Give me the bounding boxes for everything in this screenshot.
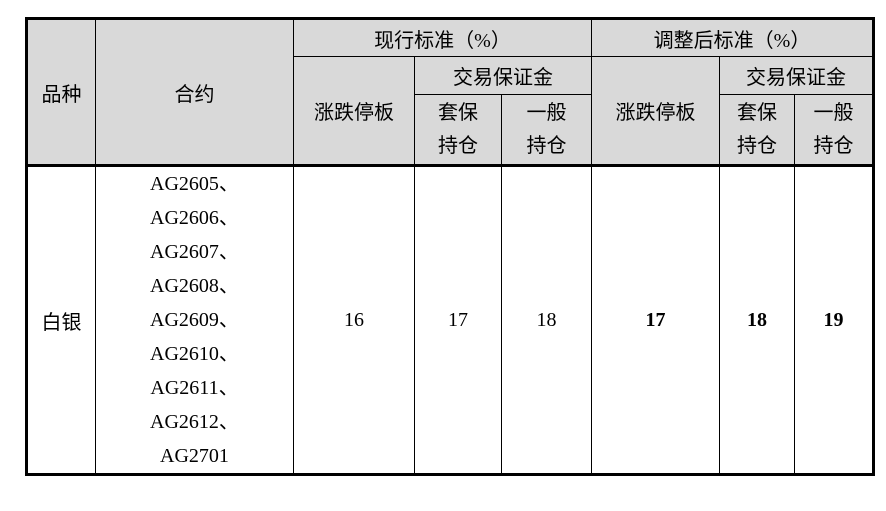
- header-contract: 合约: [95, 18, 294, 166]
- header-adjusted-price-limit: 涨跌停板: [591, 56, 720, 166]
- general-label-line1: 一般: [813, 101, 854, 124]
- margin-standards-table: 品种 合约 现行标准（%） 调整后标准（%） 涨跌停板 交易保证金 涨跌停板 交…: [25, 17, 875, 476]
- general-label-line1: 一般: [526, 101, 567, 124]
- contract-line: AG2610、: [150, 343, 239, 365]
- cell-contracts: AG2605、 AG2606、 AG2607、 AG2608、 AG2609、 …: [95, 164, 294, 475]
- header-adjusted-trading-margin: 交易保证金: [719, 56, 874, 95]
- contract-line: AG2611、: [150, 377, 239, 399]
- contract-line: AG2605、: [150, 173, 239, 195]
- cell-adjusted-general: 19: [794, 164, 874, 475]
- header-current-standard: 现行标准（%）: [293, 18, 592, 57]
- cell-current-hedge: 17: [414, 164, 502, 475]
- header-current-general-position: 一般 持仓: [501, 94, 592, 166]
- cell-current-price-limit: 16: [293, 164, 415, 475]
- cell-variety: 白银: [26, 164, 96, 475]
- hedge-label-line1: 套保: [438, 101, 478, 124]
- cell-adjusted-price-limit: 17: [591, 164, 720, 475]
- general-label-line2: 持仓: [813, 134, 854, 157]
- hedge-label-line1: 套保: [737, 101, 777, 124]
- header-current-price-limit: 涨跌停板: [293, 56, 415, 166]
- header-adjusted-general-position: 一般 持仓: [794, 94, 874, 166]
- header-current-trading-margin: 交易保证金: [414, 56, 592, 95]
- header-adjusted-standard: 调整后标准（%）: [591, 18, 874, 57]
- cell-adjusted-hedge: 18: [719, 164, 795, 475]
- contract-line: AG2612、: [150, 411, 239, 433]
- header-variety: 品种: [26, 18, 96, 166]
- contract-line: AG2606、: [150, 207, 239, 229]
- cell-current-general: 18: [501, 164, 592, 475]
- header-current-hedge-position: 套保 持仓: [414, 94, 502, 166]
- contract-line: AG2608、: [150, 275, 239, 297]
- general-label-line2: 持仓: [526, 134, 567, 157]
- header-adjusted-hedge-position: 套保 持仓: [719, 94, 795, 166]
- hedge-label-line2: 持仓: [438, 134, 478, 157]
- contract-line: AG2701: [160, 445, 229, 467]
- contract-line: AG2607、: [150, 241, 239, 263]
- contract-line: AG2609、: [150, 309, 239, 331]
- hedge-label-line2: 持仓: [737, 134, 777, 157]
